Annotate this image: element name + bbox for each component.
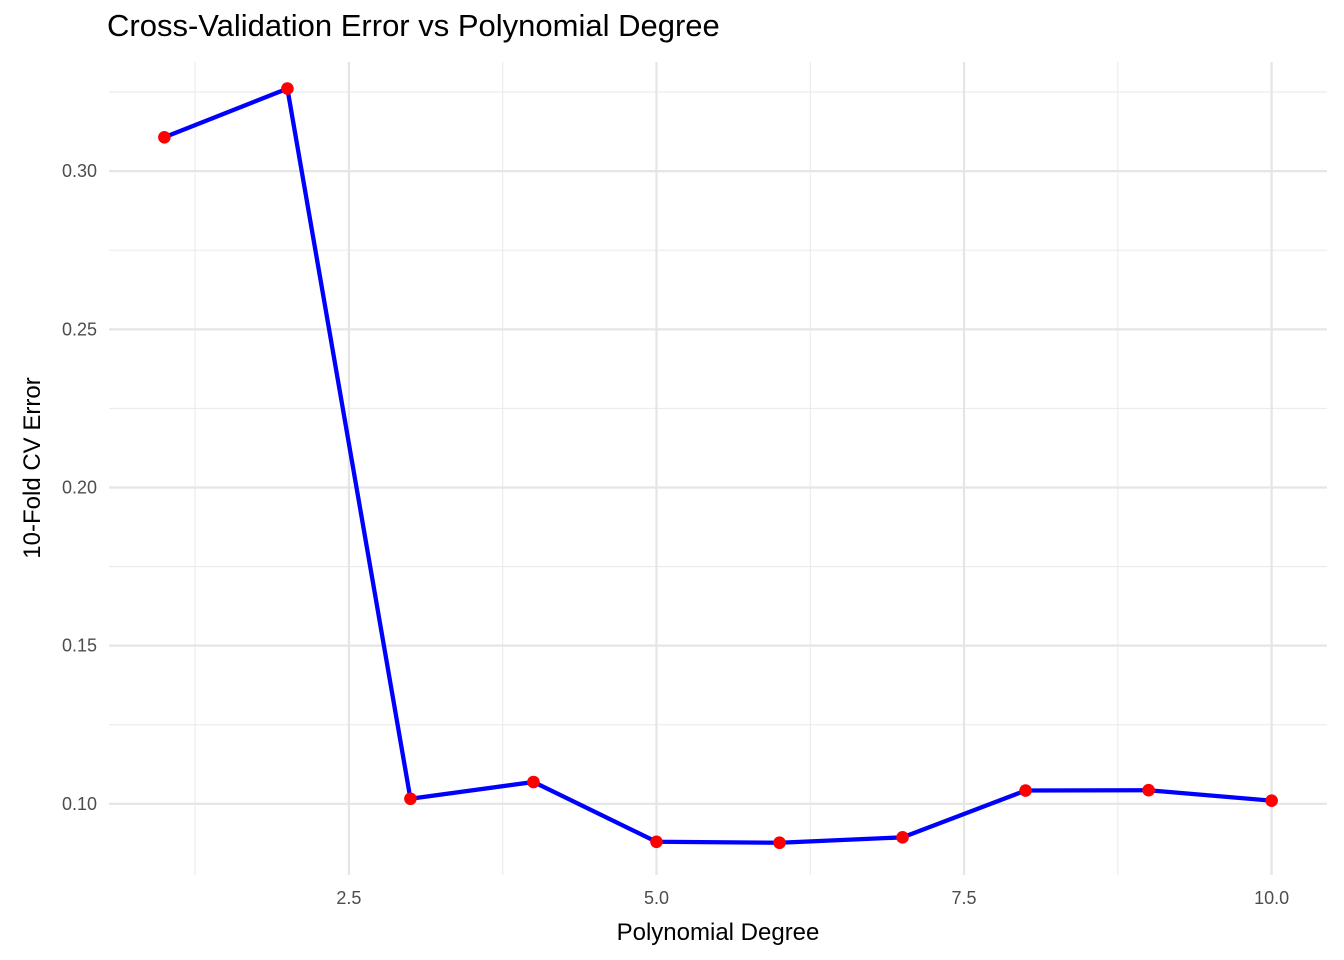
grid	[109, 62, 1327, 875]
data-point	[896, 831, 909, 844]
data-point	[773, 836, 786, 850]
y-tick-label: 0.20	[62, 477, 97, 497]
x-tick-label: 5.0	[644, 888, 669, 908]
data-point	[404, 792, 417, 806]
x-tick-label: 10.0	[1254, 888, 1289, 908]
data-point	[1265, 794, 1278, 807]
data-point	[650, 835, 663, 849]
data-point	[281, 82, 294, 95]
data-point	[527, 775, 540, 789]
chart-title: Cross-Validation Error vs Polynomial Deg…	[107, 8, 720, 43]
x-tick-label: 2.5	[336, 888, 361, 908]
series-line	[163, 86, 1272, 845]
data-point	[1142, 783, 1155, 797]
y-tick-label: 0.10	[62, 794, 97, 814]
y-tick-label: 0.25	[62, 319, 97, 339]
data-point	[1019, 784, 1032, 797]
y-tick-label: 0.30	[62, 161, 97, 181]
y-tick-label: 0.15	[62, 636, 97, 656]
data-point	[158, 130, 171, 144]
tick-labels: 2.5 5.0 7.5 10.0 0.10 0.15 0.20 0.25 0.30	[62, 161, 1289, 908]
x-tick-label: 7.5	[952, 888, 977, 908]
series	[158, 82, 1278, 850]
x-axis-title: Polynomial Degree	[617, 919, 820, 946]
y-axis-title: 10-Fold CV Error	[19, 377, 46, 558]
